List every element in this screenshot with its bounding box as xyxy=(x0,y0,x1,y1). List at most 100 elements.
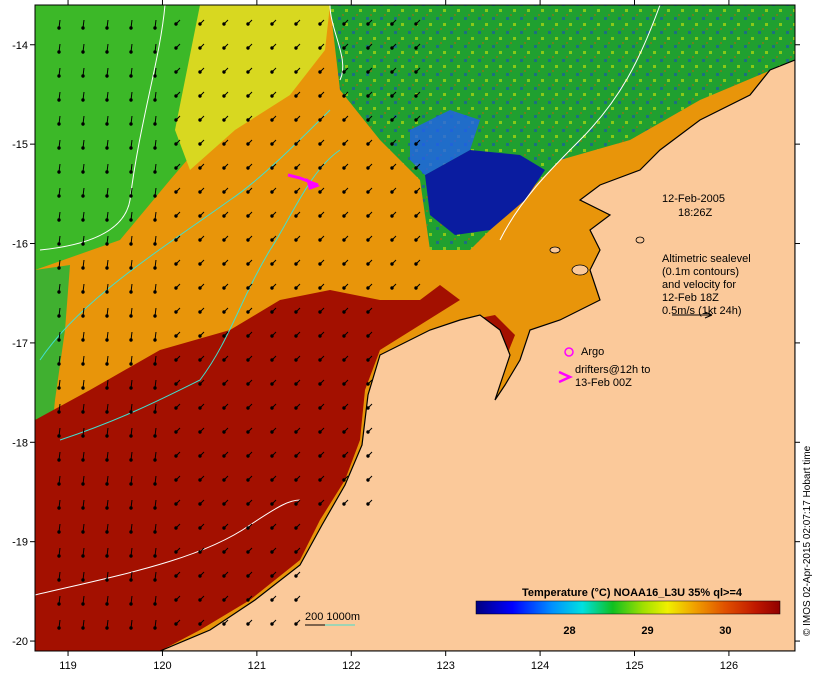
velocity-arrow-head xyxy=(153,50,157,54)
velocity-arrow-head xyxy=(294,118,298,122)
velocity-arrow-head xyxy=(294,310,298,314)
velocity-arrow-head xyxy=(198,382,202,386)
velocity-arrow-head xyxy=(105,458,109,462)
velocity-arrow-head xyxy=(153,218,157,222)
velocity-arrow-head xyxy=(81,626,85,630)
velocity-arrow-head xyxy=(390,166,394,170)
velocity-arrow-head xyxy=(57,50,61,54)
velocity-arrow-head xyxy=(390,94,394,98)
velocity-arrow-head xyxy=(81,266,85,270)
velocity-arrow-head xyxy=(342,502,346,506)
velocity-arrow-head xyxy=(153,578,157,582)
velocity-arrow-head xyxy=(246,214,250,218)
velocity-arrow-head xyxy=(174,550,178,554)
velocity-arrow-head xyxy=(222,574,226,578)
velocity-arrow-head xyxy=(294,526,298,530)
velocity-arrow-head xyxy=(105,194,109,198)
velocity-arrow-head xyxy=(129,434,133,438)
velocity-arrow-head xyxy=(294,334,298,338)
velocity-arrow-head xyxy=(57,458,61,462)
velocity-arrow-head xyxy=(414,70,418,74)
velocity-arrow-head xyxy=(342,46,346,50)
velocity-arrow-head xyxy=(174,118,178,122)
velocity-arrow-head xyxy=(81,50,85,54)
velocity-arrow-head xyxy=(198,478,202,482)
velocity-arrow-head xyxy=(57,434,61,438)
velocity-arrow-head xyxy=(390,46,394,50)
velocity-arrow-head xyxy=(129,338,133,342)
velocity-arrow-head xyxy=(57,410,61,414)
velocity-arrow-head xyxy=(198,142,202,146)
velocity-arrow-head xyxy=(246,454,250,458)
velocity-arrow-head xyxy=(105,338,109,342)
velocity-arrow-head xyxy=(246,286,250,290)
velocity-arrow-head xyxy=(174,526,178,530)
velocity-arrow-head xyxy=(222,46,226,50)
velocity-arrow-head xyxy=(153,554,157,558)
velocity-arrow-head xyxy=(81,602,85,606)
velocity-arrow-head xyxy=(246,622,250,626)
velocity-arrow-head xyxy=(270,70,274,74)
velocity-arrow-head xyxy=(270,358,274,362)
velocity-arrow-head xyxy=(153,170,157,174)
land-australia xyxy=(159,59,795,651)
velocity-arrow-head xyxy=(318,166,322,170)
velocity-arrow-head xyxy=(270,94,274,98)
velocity-arrow-head xyxy=(222,526,226,530)
velocity-arrow-head xyxy=(57,146,61,150)
velocity-arrow-head xyxy=(198,70,202,74)
velocity-arrow-head xyxy=(246,334,250,338)
velocity-arrow-head xyxy=(342,142,346,146)
velocity-arrow-head xyxy=(57,338,61,342)
velocity-arrow-head xyxy=(174,622,178,626)
velocity-arrow-head xyxy=(222,94,226,98)
velocity-arrow-head xyxy=(105,50,109,54)
velocity-arrow-head xyxy=(129,410,133,414)
velocity-arrow-head xyxy=(318,454,322,458)
velocity-arrow-head xyxy=(81,434,85,438)
velocity-arrow-head xyxy=(414,286,418,290)
velocity-arrow-head xyxy=(105,386,109,390)
velocity-arrow-head xyxy=(246,382,250,386)
velocity-arrow-head xyxy=(342,94,346,98)
velocity-arrow-head xyxy=(81,218,85,222)
velocity-arrow-head xyxy=(81,530,85,534)
island xyxy=(635,236,645,244)
velocity-arrow-head xyxy=(342,286,346,290)
velocity-arrow-head xyxy=(57,266,61,270)
velocity-arrow-head xyxy=(414,22,418,26)
velocity-arrow-head xyxy=(366,70,370,74)
colorbar-tick-label: 30 xyxy=(719,625,731,637)
velocity-arrow-head xyxy=(105,506,109,510)
velocity-arrow-head xyxy=(222,598,226,602)
velocity-arrow-head xyxy=(318,190,322,194)
velocity-arrow-head xyxy=(246,598,250,602)
x-tick-label: 126 xyxy=(720,660,738,672)
velocity-arrow-head xyxy=(246,166,250,170)
velocity-arrow-head xyxy=(174,70,178,74)
velocity-arrow-head xyxy=(105,122,109,126)
velocity-arrow-head xyxy=(105,530,109,534)
velocity-arrow-head xyxy=(174,334,178,338)
velocity-arrow-head xyxy=(294,142,298,146)
velocity-arrow-head xyxy=(81,338,85,342)
velocity-arrow-head xyxy=(390,190,394,194)
velocity-arrow-head xyxy=(57,98,61,102)
y-tick-label: -18 xyxy=(12,437,28,449)
velocity-arrow-head xyxy=(174,46,178,50)
velocity-arrow-head xyxy=(222,22,226,26)
velocity-arrow-head xyxy=(366,406,370,410)
velocity-arrow-head xyxy=(246,46,250,50)
argo-label: Argo xyxy=(581,346,604,358)
ocean-hot-south xyxy=(35,285,460,651)
velocity-arrow-head xyxy=(366,22,370,26)
velocity-arrow-head xyxy=(198,118,202,122)
velocity-arrow-head xyxy=(129,170,133,174)
velocity-arrow-head xyxy=(318,94,322,98)
velocity-arrow-head xyxy=(129,242,133,246)
velocity-arrow-head xyxy=(294,598,298,602)
velocity-arrow-head xyxy=(174,478,178,482)
velocity-arrow-head xyxy=(222,70,226,74)
velocity-arrow-head xyxy=(129,146,133,150)
velocity-arrow-head xyxy=(246,190,250,194)
